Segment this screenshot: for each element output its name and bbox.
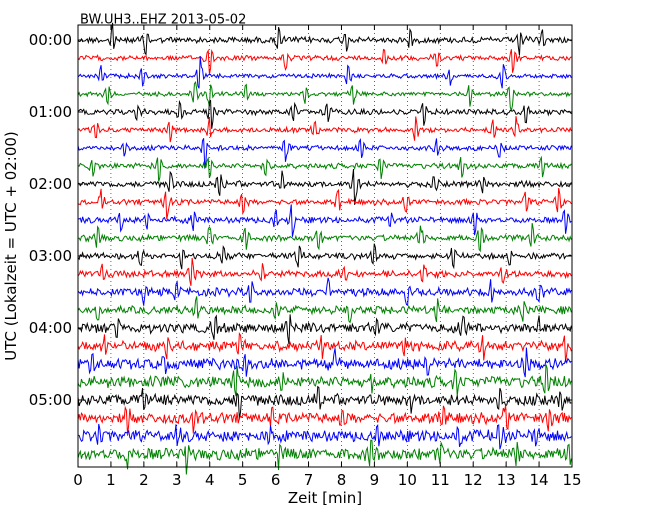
x-axis-label: Zeit [min] (288, 489, 362, 507)
trace-line (77, 56, 572, 89)
chart-title: BW.UH3..EHZ 2013-05-02 (80, 13, 246, 28)
x-tick-label: 2 (139, 471, 149, 489)
trace-line (77, 423, 572, 450)
trace-line (77, 439, 572, 475)
x-tick-label: 5 (238, 471, 248, 489)
trace-line (77, 99, 572, 129)
trace-line (77, 22, 572, 56)
trace-line (77, 80, 572, 111)
y-tick-label: 00:00 (29, 31, 72, 49)
trace-line (77, 332, 572, 363)
trace-line (77, 168, 572, 205)
axis-ticks: 0 1 2 3 4 5 6 7 8 9 10 11 12 13 14 1500:0001:0002:0003:… (29, 25, 582, 489)
x-tick-label: 1 (106, 471, 116, 489)
trace-line (77, 314, 572, 345)
y-tick-label: 03:00 (29, 247, 72, 265)
trace-line (77, 385, 572, 420)
x-tick-label: 6 (271, 471, 281, 489)
trace-line (77, 223, 572, 253)
x-tick-label: 9 (370, 471, 380, 489)
y-tick-label: 01:00 (29, 103, 72, 121)
x-tick-label: 7 (304, 471, 314, 489)
x-tick-label: 10 (398, 471, 417, 489)
x-tick-label: 14 (530, 471, 549, 489)
trace-line (77, 364, 572, 397)
trace-line (77, 204, 572, 237)
trace-group (77, 22, 572, 475)
trace-line (77, 347, 572, 378)
trace-line (77, 48, 572, 75)
x-tick-label: 3 (172, 471, 182, 489)
y-tick-label: 02:00 (29, 175, 72, 193)
plot-frame (77, 24, 573, 468)
trace-line (77, 257, 572, 286)
x-tick-label: 15 (562, 471, 581, 489)
trace-line (77, 296, 572, 324)
trace-line (77, 188, 572, 220)
trace-line (77, 155, 572, 182)
trace-line (77, 243, 572, 270)
y-axis-label: UTC (Lokalzeit = UTC + 02:00) (2, 131, 20, 361)
plot-area (78, 25, 572, 467)
x-tick-label: 4 (205, 471, 215, 489)
trace-line (77, 116, 572, 143)
x-tick-label: 13 (497, 471, 516, 489)
x-tick-label: 0 (73, 471, 83, 489)
y-tick-label: 05:00 (29, 391, 72, 409)
x-tick-label: 12 (464, 471, 483, 489)
trace-line (77, 138, 572, 169)
y-tick-label: 04:00 (29, 319, 72, 337)
trace-line (77, 405, 572, 436)
trace-line (77, 277, 572, 306)
x-tick-label: 11 (431, 471, 450, 489)
x-tick-label: 8 (337, 471, 347, 489)
